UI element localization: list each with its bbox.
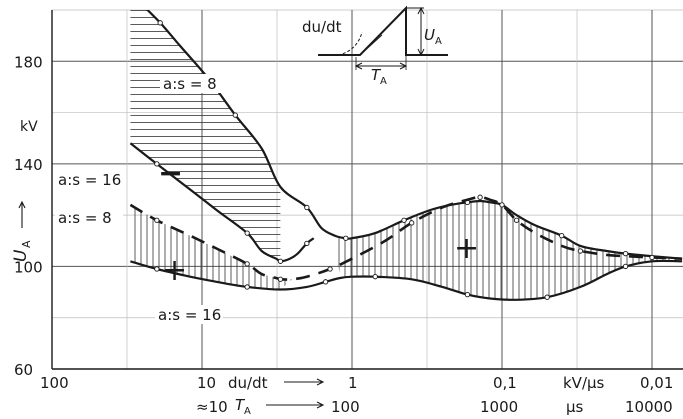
series-label: a:s = 8 — [58, 209, 112, 227]
data-point — [304, 240, 310, 247]
data-point — [372, 274, 378, 280]
series-label-bg — [155, 305, 223, 324]
x-tick-label: 10 — [197, 374, 216, 392]
data-point — [464, 291, 471, 298]
data-point — [513, 217, 520, 223]
inset-slope-label: du/dt — [302, 18, 342, 36]
series-neg-16-line — [129, 142, 315, 263]
series-label: a:s = 16 — [58, 171, 121, 189]
data-point — [499, 202, 505, 208]
inset-width-label: T — [371, 66, 382, 84]
waveform-inset: du/dt U A T A — [302, 5, 448, 87]
series-neg-8-line — [145, 10, 683, 260]
data-point — [154, 266, 160, 272]
y-axis-arrowhead — [18, 200, 26, 209]
x-tick-label: 1 — [348, 374, 358, 392]
series-pos-16-line — [130, 259, 683, 301]
x-tick-label: 0,01 — [640, 374, 673, 392]
t-axis-arrowhead — [316, 401, 325, 409]
negative-region-hatch — [130, 10, 281, 262]
series-label: a:s = 8 — [163, 75, 217, 93]
inset-slope-arc — [337, 31, 363, 56]
x-axis-arrowhead — [316, 378, 325, 386]
x-unit-label: kV/µs — [563, 374, 605, 392]
annotation-negative: − — [158, 156, 183, 191]
inset-slope-pointer — [359, 34, 383, 56]
data-point — [622, 263, 629, 270]
series-label: a:s = 16 — [158, 306, 221, 324]
inset-height-label: U — [424, 26, 435, 44]
data-point — [244, 261, 250, 267]
inset-height-sub: A — [435, 36, 442, 47]
t-tick-label: 100 — [331, 398, 360, 416]
data-point — [277, 276, 284, 282]
data-point — [544, 294, 550, 300]
y-tick-label: 140 — [14, 156, 43, 174]
data-point — [154, 217, 160, 223]
data-point — [559, 233, 565, 239]
t-unit-label: µs — [566, 398, 584, 416]
data-point — [622, 250, 629, 257]
inset-width-sub: A — [380, 76, 387, 87]
data-point — [327, 266, 333, 272]
data-point — [244, 284, 250, 290]
y-tick-label: 100 — [14, 258, 43, 276]
x-axis-label: du/dt — [228, 374, 268, 392]
data-point — [244, 230, 250, 236]
t-axis-label: T — [235, 396, 246, 414]
data-point — [477, 194, 483, 200]
series-label-bg — [55, 208, 123, 227]
data-point — [343, 235, 349, 241]
data-point — [277, 258, 284, 264]
annotation-positive-right: + — [454, 231, 479, 266]
x-tick-label: 0,1 — [493, 374, 517, 392]
hatched-regions — [130, 10, 683, 300]
y-axis-label: U — [11, 249, 31, 262]
t-tick-label: ≈10 — [196, 398, 228, 416]
data-point — [154, 161, 160, 167]
data-point — [232, 112, 238, 118]
series-label-bg — [55, 170, 123, 189]
t-tick-label: 1000 — [480, 398, 518, 416]
data-point — [304, 204, 310, 211]
data-point — [401, 217, 407, 223]
y-tick-label: 180 — [14, 53, 43, 71]
data-point — [577, 248, 584, 254]
data-point — [409, 220, 415, 226]
t-axis-label-sub: A — [244, 406, 251, 417]
series-lines — [129, 10, 683, 301]
data-point — [649, 254, 655, 261]
data-point — [322, 279, 329, 285]
y-unit-label: kV — [20, 119, 38, 135]
positive-region-hatch-left — [130, 204, 293, 290]
t-tick-label: 10000 — [625, 398, 673, 416]
x-tick-label: 100 — [40, 374, 69, 392]
y-axis-label-sub: A — [20, 240, 33, 248]
series-label-bg — [160, 74, 228, 93]
y-tick-label: 60 — [14, 361, 33, 379]
positive-region-hatch-right — [334, 201, 683, 300]
annotation-positive-left: + — [162, 253, 187, 288]
data-point — [157, 20, 163, 26]
